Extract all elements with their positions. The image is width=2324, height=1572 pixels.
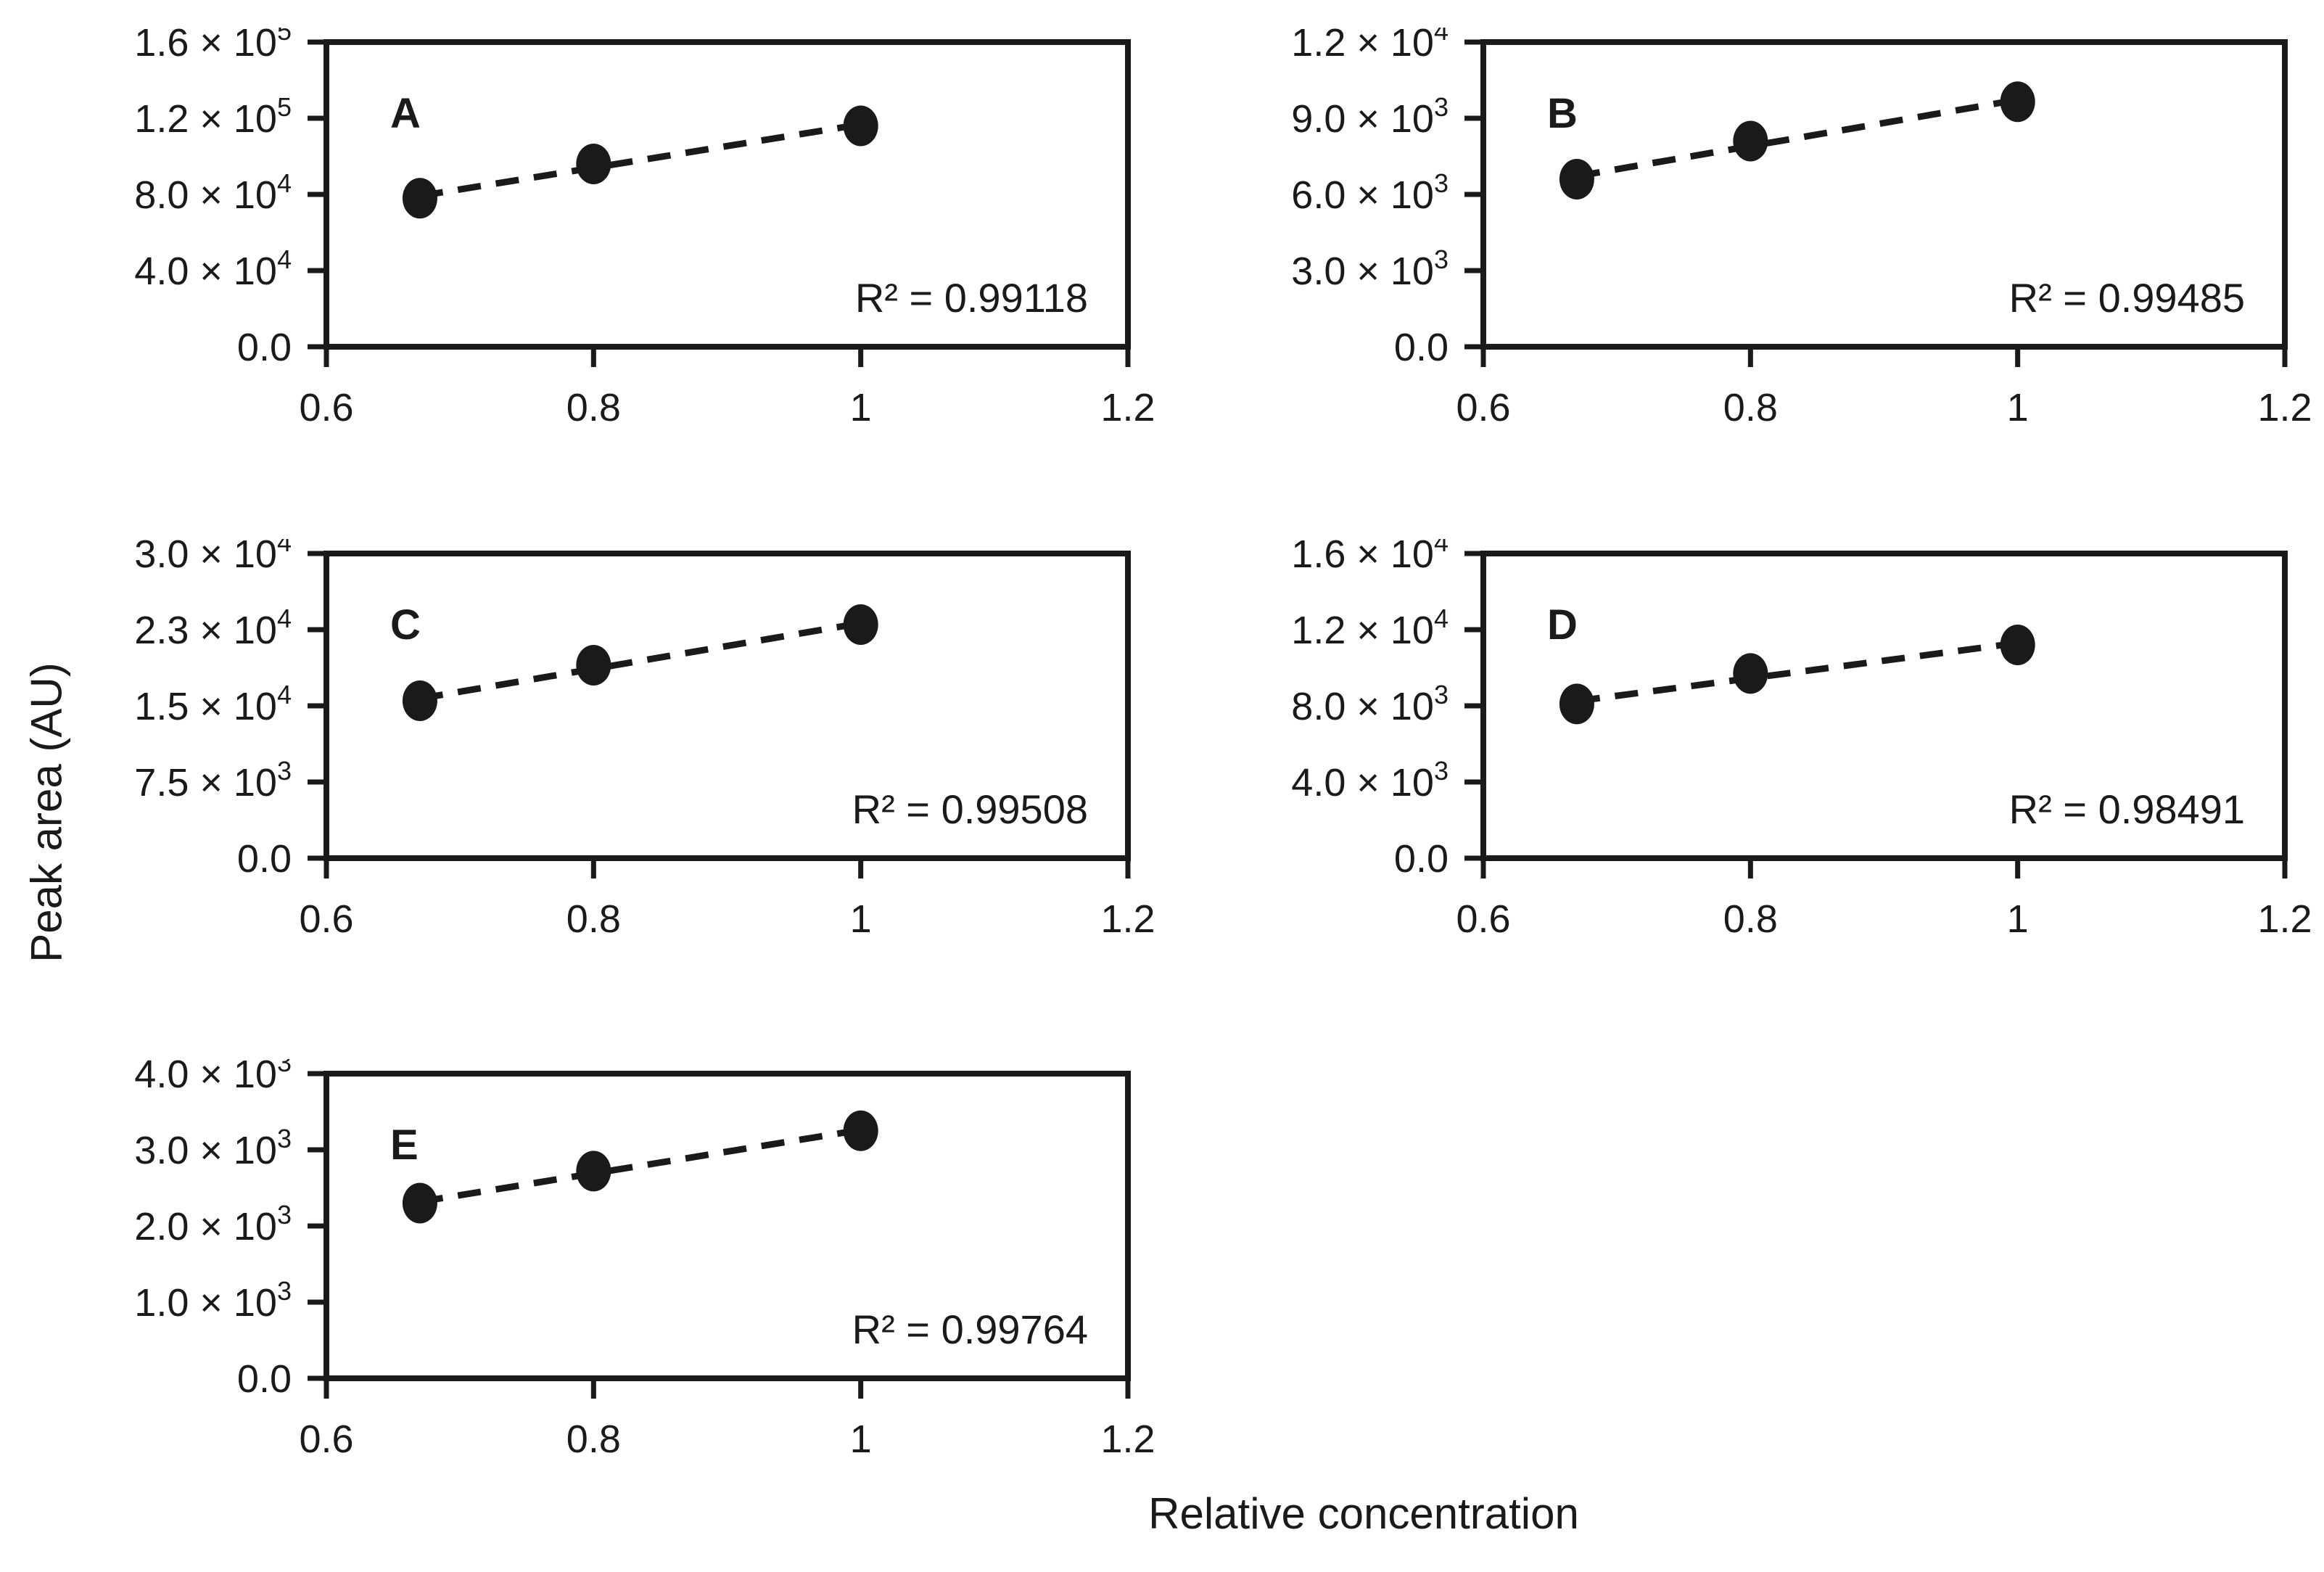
panel-e-chart: 0.0 1.0 × 103 2.0 × 103 3.0 × 103 4.0 × 103 0… [134, 1048, 1155, 1461]
panel-d-chart: 0.0 4.0 × 103 8.0 × 103 1.2 × 104 1.6 × 104 0… [1291, 527, 2312, 941]
svg-text:0.0: 0.0 [237, 1357, 292, 1401]
svg-text:0.8: 0.8 [566, 1417, 621, 1461]
panel-d: 0.0 4.0 × 103 8.0 × 103 1.2 × 104 1.6 × 104 0… [1179, 527, 2324, 956]
svg-text:4.0 × 104: 4.0 × 104 [134, 244, 292, 293]
svg-text:R² = 0.98491: R² = 0.98491 [2009, 786, 2245, 832]
svg-text:6.0 × 103: 6.0 × 103 [1291, 168, 1449, 217]
svg-text:1.6 × 105: 1.6 × 105 [134, 28, 292, 65]
svg-text:1: 1 [2007, 386, 2029, 429]
svg-text:1.2 × 105: 1.2 × 105 [134, 92, 292, 141]
svg-text:3.0 × 103: 3.0 × 103 [1291, 244, 1449, 293]
svg-text:9.0 × 103: 9.0 × 103 [1291, 92, 1449, 141]
svg-text:3.0 × 103: 3.0 × 103 [134, 1124, 292, 1172]
svg-text:1.2: 1.2 [2257, 897, 2312, 941]
svg-text:7.5 × 103: 7.5 × 103 [134, 756, 292, 804]
svg-text:2.3 × 104: 2.3 × 104 [134, 604, 292, 652]
svg-text:3.0 × 104: 3.0 × 104 [134, 539, 292, 576]
svg-text:1.0 × 103: 1.0 × 103 [134, 1276, 292, 1325]
svg-text:4.0 × 103: 4.0 × 103 [1291, 756, 1449, 804]
panel-a-chart: 0.0 4.0 × 104 8.0 × 104 1.2 × 105 1.6 × 105 0… [134, 16, 1155, 429]
svg-text:A: A [390, 90, 421, 137]
svg-text:D: D [1547, 601, 1578, 649]
svg-text:1.2: 1.2 [1100, 386, 1155, 429]
svg-text:1.5 × 104: 1.5 × 104 [134, 680, 292, 728]
svg-text:0.0: 0.0 [237, 837, 292, 881]
svg-text:1.2: 1.2 [2257, 386, 2312, 429]
x-axis-label: Relative concentration [1148, 1489, 1579, 1538]
svg-text:0.0: 0.0 [1394, 837, 1449, 881]
svg-text:1.2: 1.2 [1100, 1417, 1155, 1461]
svg-text:C: C [390, 601, 421, 649]
svg-text:0.8: 0.8 [566, 897, 621, 941]
svg-text:E: E [390, 1122, 419, 1169]
panel-c: 0.0 7.5 × 103 1.5 × 104 2.3 × 104 3.0 × 104 0… [22, 527, 1168, 956]
svg-text:0.0: 0.0 [1394, 326, 1449, 369]
panel-a: 0.0 4.0 × 104 8.0 × 104 1.2 × 105 1.6 × 105 0… [22, 16, 1168, 445]
svg-text:8.0 × 104: 8.0 × 104 [134, 168, 292, 217]
y-axis-label: Peak area (AU) [22, 662, 71, 963]
svg-text:4.0 × 103: 4.0 × 103 [134, 1059, 292, 1096]
panel-c-chart: 0.0 7.5 × 103 1.5 × 104 2.3 × 104 3.0 × 104 0… [134, 527, 1155, 941]
panel-e: 0.0 1.0 × 103 2.0 × 103 3.0 × 103 4.0 × 103 0… [22, 1048, 1168, 1476]
svg-text:0.6: 0.6 [299, 386, 353, 429]
svg-text:1.2 × 104: 1.2 × 104 [1291, 604, 1449, 652]
panel-b-chart: 0.0 3.0 × 103 6.0 × 103 9.0 × 103 1.2 × 104 0… [1291, 16, 2312, 429]
svg-text:R² = 0.99118: R² = 0.99118 [855, 275, 1088, 321]
svg-text:0.8: 0.8 [1723, 897, 1778, 941]
svg-text:1: 1 [850, 386, 872, 429]
svg-text:0.8: 0.8 [1723, 386, 1778, 429]
svg-text:0.6: 0.6 [299, 897, 353, 941]
svg-text:2.0 × 103: 2.0 × 103 [134, 1200, 292, 1248]
svg-text:0.6: 0.6 [299, 1417, 353, 1461]
svg-text:1: 1 [850, 1417, 872, 1461]
svg-text:R² = 0.99764: R² = 0.99764 [852, 1306, 1088, 1352]
svg-text:1: 1 [850, 897, 872, 941]
svg-text:B: B [1547, 90, 1578, 137]
svg-text:1.2 × 104: 1.2 × 104 [1291, 28, 1449, 65]
svg-text:R² = 0.99508: R² = 0.99508 [852, 786, 1088, 832]
svg-text:0.6: 0.6 [1456, 897, 1510, 941]
svg-text:0.8: 0.8 [566, 386, 621, 429]
svg-text:R² = 0.99485: R² = 0.99485 [2009, 275, 2245, 321]
svg-text:0.6: 0.6 [1456, 386, 1510, 429]
svg-text:0.0: 0.0 [237, 326, 292, 369]
svg-text:1.2: 1.2 [1100, 897, 1155, 941]
panel-b: 0.0 3.0 × 103 6.0 × 103 9.0 × 103 1.2 × 104 0… [1179, 16, 2324, 445]
svg-text:1: 1 [2007, 897, 2029, 941]
svg-text:8.0 × 103: 8.0 × 103 [1291, 680, 1449, 728]
svg-text:1.6 × 104: 1.6 × 104 [1291, 539, 1449, 576]
